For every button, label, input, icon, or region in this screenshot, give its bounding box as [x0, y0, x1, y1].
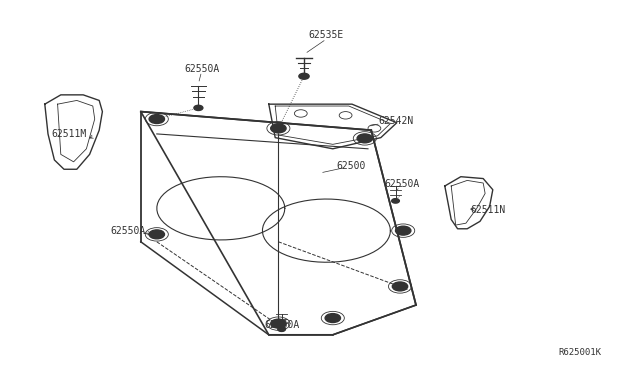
Text: 62550A: 62550A: [384, 179, 420, 189]
Circle shape: [299, 73, 309, 79]
Circle shape: [392, 199, 399, 203]
Circle shape: [392, 282, 408, 291]
Text: 62550A: 62550A: [110, 226, 146, 235]
Text: 62535E: 62535E: [308, 31, 344, 40]
Text: 62500: 62500: [336, 161, 365, 170]
Circle shape: [396, 226, 411, 235]
Circle shape: [149, 230, 164, 239]
Text: 62511N: 62511N: [470, 205, 506, 215]
Circle shape: [194, 105, 203, 110]
Circle shape: [357, 134, 372, 143]
Text: 62550A: 62550A: [264, 321, 300, 330]
Circle shape: [149, 115, 164, 124]
Text: R625001K: R625001K: [559, 348, 602, 357]
Text: 62550A: 62550A: [184, 64, 220, 74]
Circle shape: [271, 319, 286, 328]
Circle shape: [278, 327, 285, 331]
Circle shape: [325, 314, 340, 323]
Text: 62511M: 62511M: [51, 129, 87, 139]
Text: 62542N: 62542N: [378, 116, 413, 126]
Circle shape: [271, 124, 286, 133]
